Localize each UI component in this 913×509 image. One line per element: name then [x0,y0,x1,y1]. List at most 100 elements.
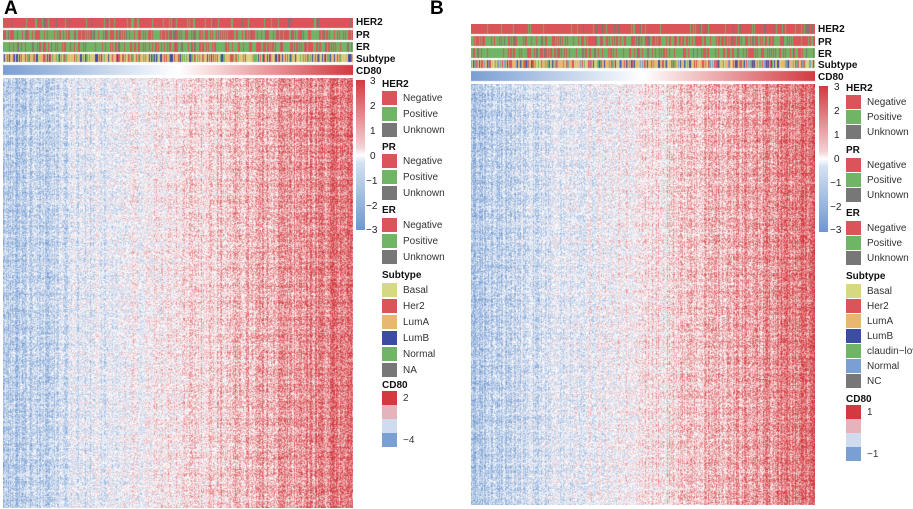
legend-item [846,419,861,433]
legend-swatch [382,186,397,200]
legend-item: NC [846,374,881,388]
legend-swatch [846,236,861,250]
track-label-her2-a: HER2 [356,17,383,28]
legend-label: Positive [403,235,439,247]
legend-swatch [382,391,397,405]
legend-title-subtype: Subtype [846,271,886,282]
legend-title-er: ER [846,208,860,219]
legend-label: Normal [867,360,900,372]
legend-item: Basal [846,284,892,298]
legend-label: Her2 [867,300,889,312]
legend-swatch [382,299,397,313]
legend-item: −4 [382,433,414,447]
legend-label: Positive [403,108,439,120]
legend-item: Unknown [846,125,909,139]
legend-title-pr: PR [382,142,396,153]
legend-label: Negative [867,159,907,171]
annotation-tracks-b [471,24,815,83]
legend-label: Basal [867,285,893,297]
colorbar-tick: 3 [370,76,376,87]
legend-swatch [846,110,861,124]
legend-swatch [382,154,397,168]
legend-swatch [846,374,861,388]
legend-item: claudin−low [846,344,913,358]
legend-item [382,419,397,433]
legend-label: −4 [403,434,415,446]
colorbar-b [819,86,828,232]
legend-item: Negative [846,95,906,109]
legend-swatch [846,329,861,343]
legend-item: Positive [382,170,438,184]
panel-label-a: A [4,0,18,19]
legend-swatch [846,419,861,433]
colorbar-tick: −1 [830,178,842,189]
legend-item: Normal [846,359,899,373]
colorbar-tick: 0 [834,154,840,165]
heatmap-a [3,78,353,508]
legend-label: Unknown [403,187,445,199]
legend-label: LumA [403,316,430,328]
legend-label: Positive [867,237,903,249]
legend-title-pr: PR [846,145,860,156]
legend-label: Unknown [867,126,909,138]
colorbar-tick: −2 [366,201,378,212]
legend-swatch [846,173,861,187]
legend-swatch [382,419,397,433]
legend-label: Negative [867,222,907,234]
colorbar-tick: −3 [830,225,842,236]
track-label-cd80-b: CD80 [818,72,844,83]
legend-swatch [846,447,861,461]
legend-swatch [382,363,397,377]
legend-label: Basal [403,284,429,296]
legend-label: NA [403,364,417,376]
colorbar-a [356,80,365,230]
colorbar-tick: 3 [834,82,840,93]
legend-swatch [382,107,397,121]
legend-swatch [846,344,861,358]
legend-swatch [846,125,861,139]
legend-item: LumA [846,314,893,328]
colorbar-tick: 0 [370,151,376,162]
legend-label: Negative [867,96,907,108]
legend-swatch [382,405,397,419]
legend-item: Negative [846,158,906,172]
legend-swatch [382,315,397,329]
legend-label: Positive [403,171,439,183]
legend-swatch [846,158,861,172]
track-label-cd80-a: CD80 [356,66,382,77]
track-label-pr-a: PR [356,30,370,41]
legend-swatch [846,188,861,202]
legend-title-cd80: CD80 [846,394,872,405]
legend-item: Positive [382,107,438,121]
legend-item: Negative [382,91,442,105]
track-label-her2-b: HER2 [818,24,845,35]
legend-label: Positive [867,111,903,123]
colorbar-tick: 1 [370,126,376,137]
legend-item: Unknown [382,123,445,137]
legend-item: Normal [382,347,435,361]
legend-label: NC [867,375,882,387]
track-label-er-b: ER [818,49,832,60]
legend-item: Positive [846,110,902,124]
legend-item: Negative [382,154,442,168]
legend-label: 2 [403,392,409,404]
legend-label: Her2 [403,300,425,312]
legend-swatch [846,221,861,235]
legend-item: LumA [382,315,429,329]
track-label-er-a: ER [356,42,370,53]
legend-swatch [382,218,397,232]
legend-swatch [382,170,397,184]
track-label-pr-b: PR [818,37,832,48]
legend-swatch [846,314,861,328]
colorbar-tick: 1 [834,130,840,141]
legend-item: Unknown [382,186,445,200]
legend-item: −1 [846,447,878,461]
colorbar-tick: −2 [830,202,842,213]
legend-item: LumB [382,331,429,345]
legend-swatch [846,284,861,298]
legend-swatch [382,91,397,105]
legend-item: Positive [382,234,438,248]
legend-label: Unknown [403,251,445,263]
track-label-subtype-b: Subtype [818,60,858,71]
legend-item: Basal [382,283,428,297]
